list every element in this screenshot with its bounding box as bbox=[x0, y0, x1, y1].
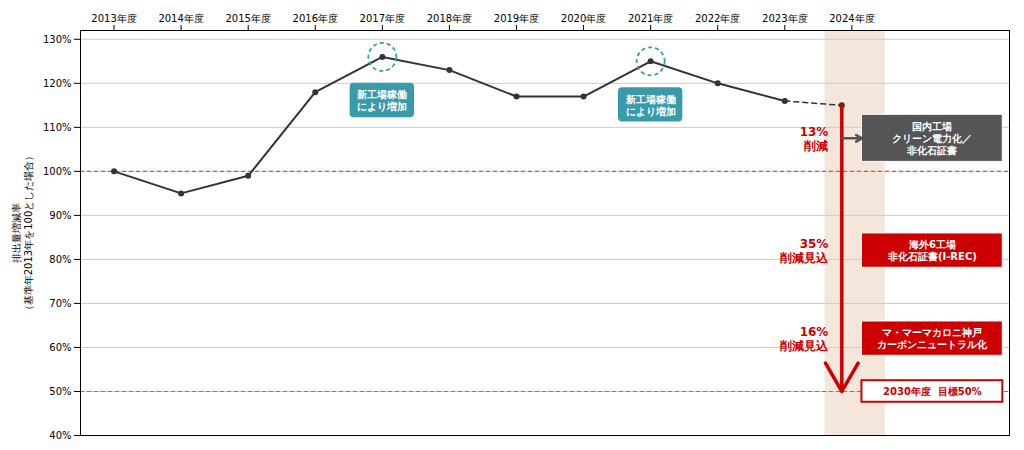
svg-text:2022年度: 2022年度 bbox=[695, 13, 740, 24]
svg-text:2017年度: 2017年度 bbox=[360, 13, 405, 24]
svg-text:新工場稼働により増加: 新工場稼働により増加 bbox=[625, 94, 676, 117]
svg-text:100%: 100% bbox=[43, 166, 72, 177]
svg-text:80%: 80% bbox=[49, 254, 71, 265]
svg-text:2015年度: 2015年度 bbox=[225, 13, 270, 24]
svg-text:40%: 40% bbox=[49, 430, 71, 441]
svg-text:50%: 50% bbox=[49, 386, 71, 397]
svg-text:2018年度: 2018年度 bbox=[427, 13, 472, 24]
svg-text:海外6工場非化石証書(I-REC): 海外6工場非化石証書(I-REC) bbox=[887, 239, 977, 262]
svg-text:2013年度: 2013年度 bbox=[91, 13, 136, 24]
svg-text:排出量増減率（基準年2013年を100とした場合）: 排出量増減率（基準年2013年を100とした場合） bbox=[11, 151, 34, 316]
svg-text:16%削減見込: 16%削減見込 bbox=[779, 325, 829, 353]
svg-text:2019年度: 2019年度 bbox=[494, 13, 539, 24]
svg-text:2024年度: 2024年度 bbox=[829, 13, 874, 24]
svg-text:2016年度: 2016年度 bbox=[293, 13, 338, 24]
svg-text:2021年度: 2021年度 bbox=[628, 13, 673, 24]
svg-text:国内工場クリーン電力化／非化石証書: 国内工場クリーン電力化／非化石証書 bbox=[892, 121, 972, 156]
svg-text:120%: 120% bbox=[43, 78, 72, 89]
svg-text:110%: 110% bbox=[43, 122, 72, 133]
svg-text:2023年度: 2023年度 bbox=[762, 13, 807, 24]
svg-text:マ・マーマカロニ神戸カーボンニュートラル化: マ・マーマカロニ神戸カーボンニュートラル化 bbox=[877, 327, 988, 350]
svg-text:新工場稼働により増加: 新工場稼働により増加 bbox=[356, 89, 407, 112]
svg-text:90%: 90% bbox=[49, 210, 71, 221]
svg-text:2014年度: 2014年度 bbox=[158, 13, 203, 24]
svg-text:2030年度 目標50%: 2030年度 目標50% bbox=[883, 386, 982, 397]
svg-text:13%削減: 13%削減 bbox=[800, 125, 829, 153]
svg-text:70%: 70% bbox=[49, 298, 71, 309]
svg-text:2020年度: 2020年度 bbox=[561, 13, 606, 24]
svg-text:130%: 130% bbox=[43, 34, 72, 45]
svg-text:60%: 60% bbox=[49, 342, 71, 353]
svg-text:35%削減見込: 35%削減見込 bbox=[779, 237, 829, 265]
